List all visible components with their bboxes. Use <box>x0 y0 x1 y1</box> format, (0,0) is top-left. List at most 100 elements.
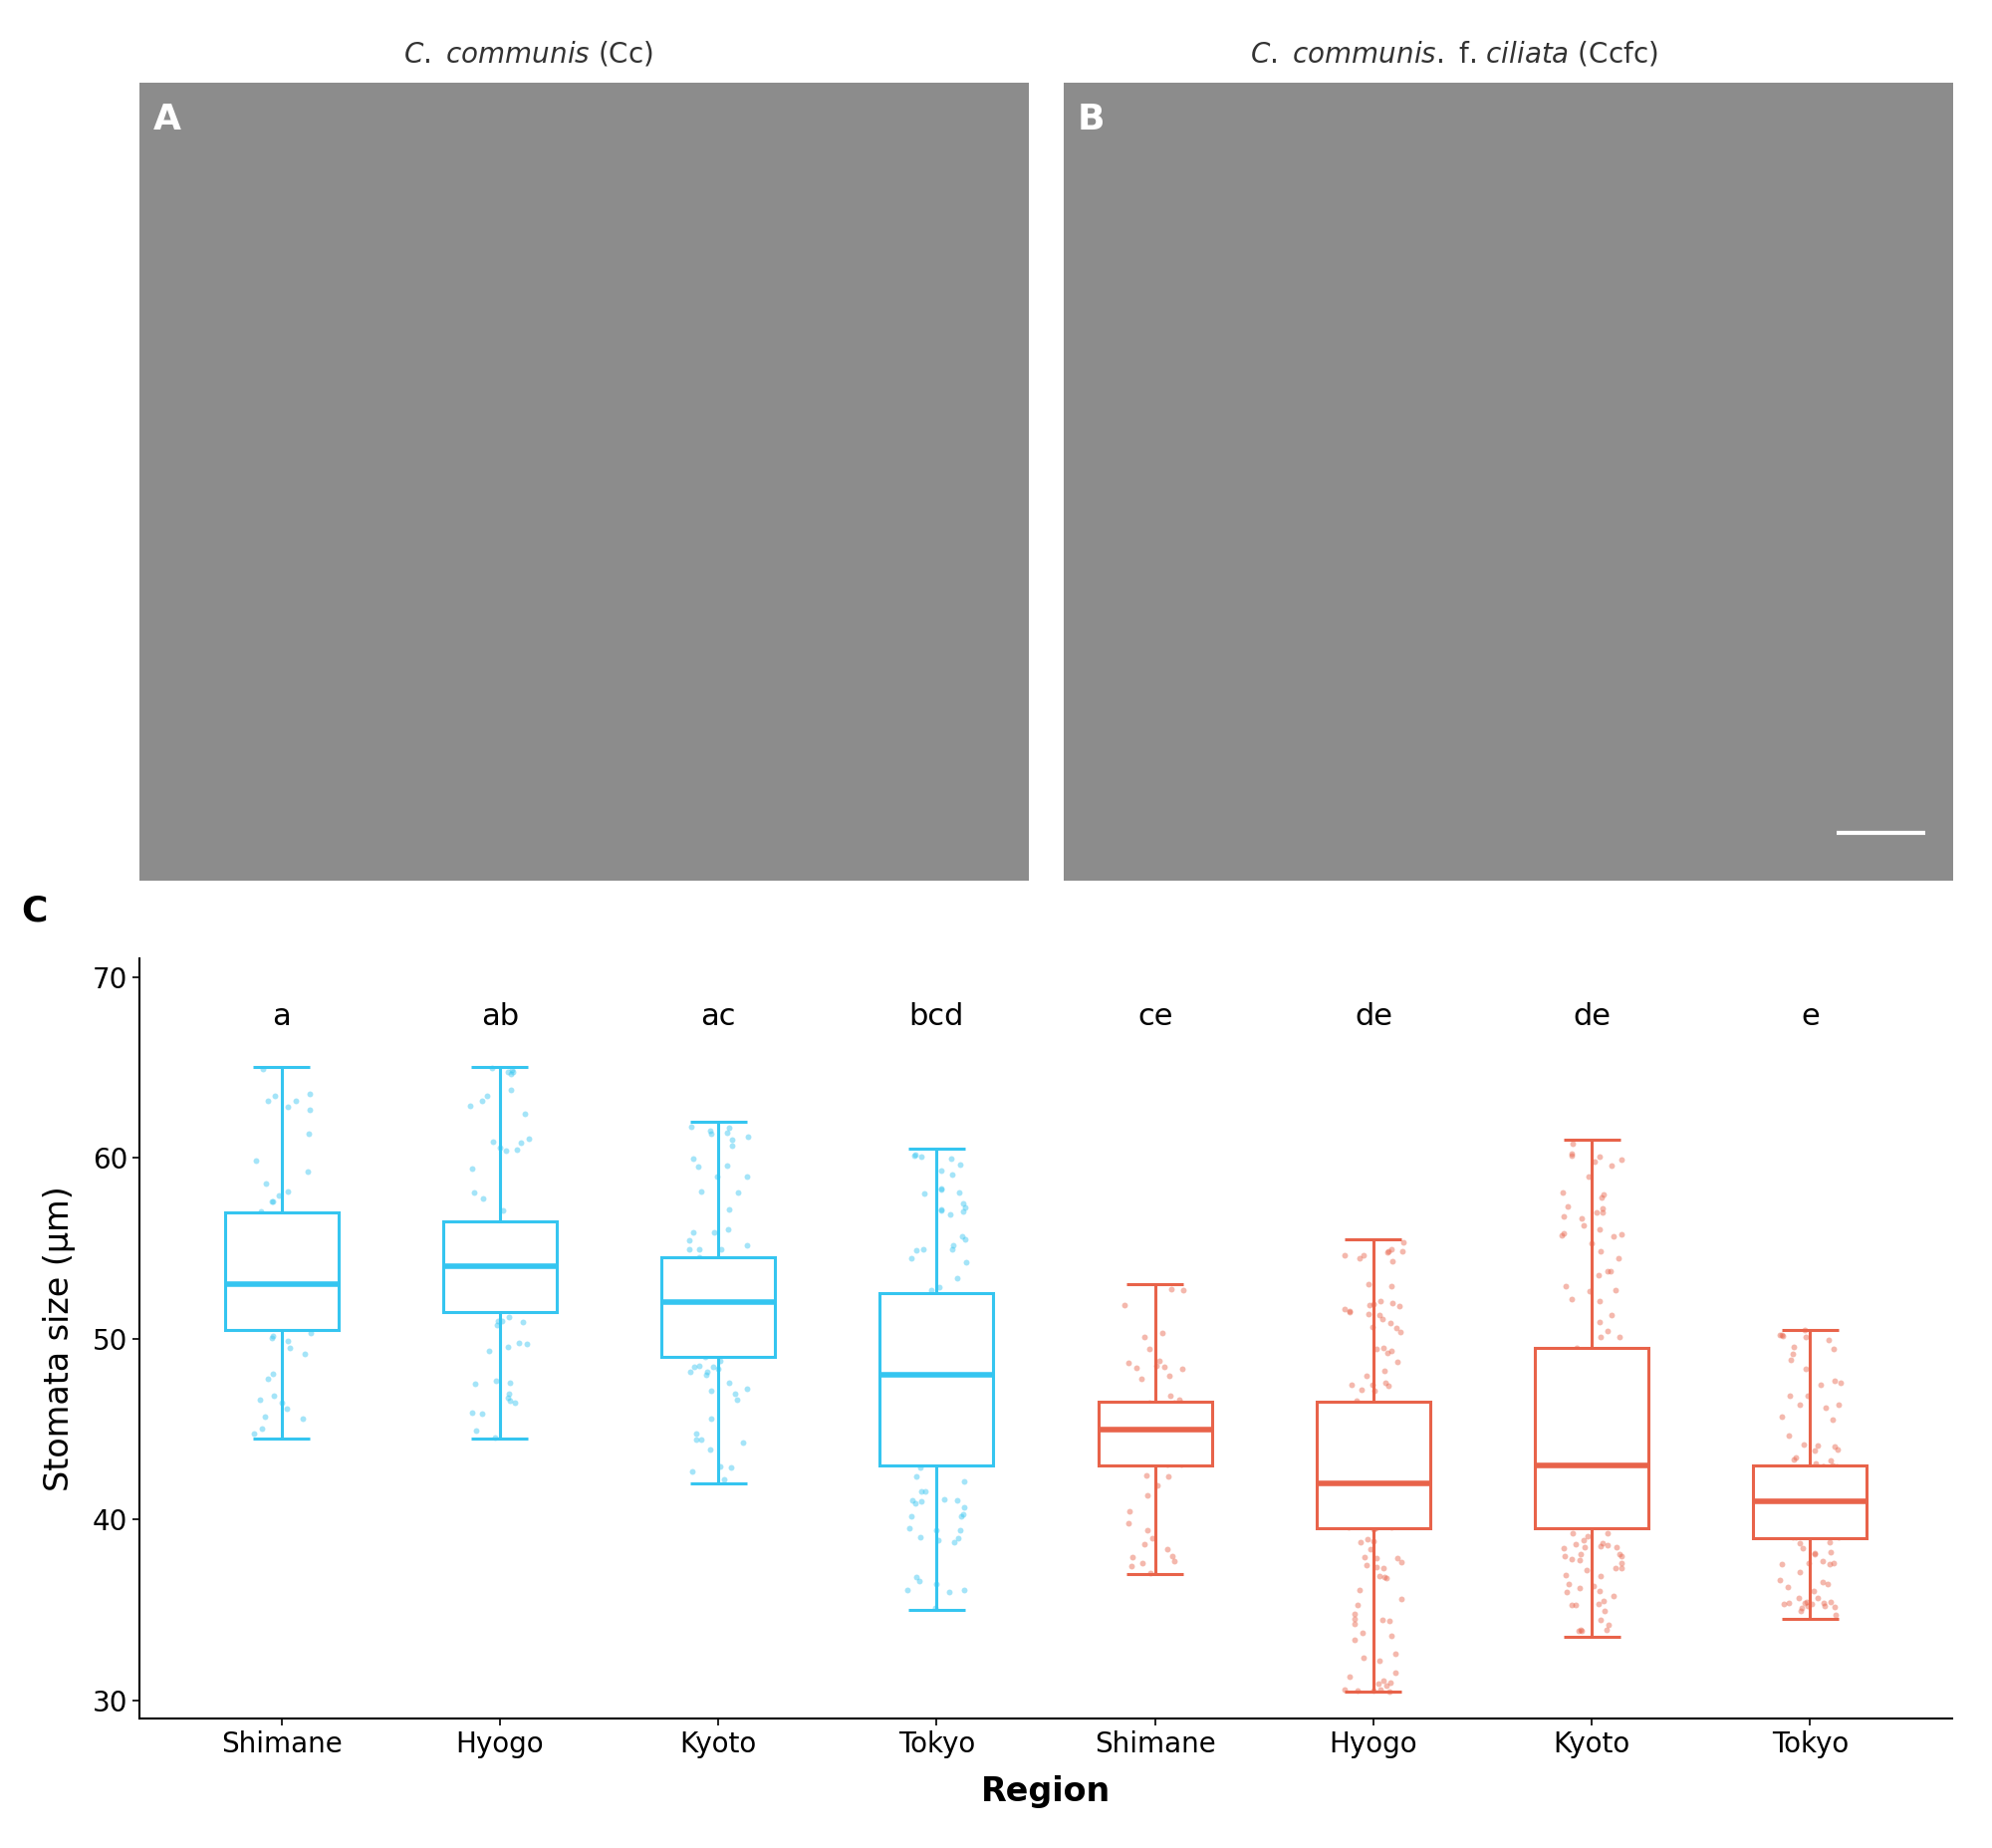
Point <box>679 1319 711 1349</box>
Point <box>1773 1380 1805 1410</box>
Point <box>1811 1477 1843 1506</box>
Point <box>683 1351 715 1380</box>
Point <box>1787 1532 1819 1562</box>
Point <box>1801 1515 1833 1545</box>
Point <box>261 1229 293 1258</box>
Point <box>1570 1469 1602 1499</box>
Point <box>1767 1321 1799 1351</box>
Point <box>1793 1484 1825 1514</box>
Point <box>1114 1497 1145 1526</box>
Point <box>926 1338 958 1368</box>
Point <box>1819 1334 1851 1364</box>
Point <box>1376 1514 1408 1543</box>
Point <box>1819 1432 1851 1462</box>
Point <box>922 1403 954 1432</box>
Point <box>1769 1517 1801 1547</box>
Point <box>679 1314 711 1343</box>
Point <box>683 1244 715 1273</box>
Point <box>235 1292 267 1321</box>
Point <box>1388 1440 1420 1469</box>
Point <box>948 1493 980 1523</box>
Point <box>251 1085 283 1114</box>
Point <box>703 1340 735 1369</box>
Point <box>727 1429 759 1458</box>
Point <box>1327 1453 1359 1482</box>
Point <box>1155 1380 1187 1410</box>
Point <box>243 1244 275 1273</box>
Point <box>257 1223 289 1253</box>
Point <box>944 1343 976 1373</box>
Point <box>494 1368 526 1397</box>
Point <box>1590 1395 1621 1425</box>
Point <box>1570 1447 1602 1477</box>
Point <box>462 1258 494 1288</box>
Point <box>1110 1414 1141 1443</box>
Point <box>1787 1462 1819 1491</box>
Point <box>1797 1484 1829 1514</box>
Point <box>1823 1436 1855 1465</box>
Point <box>920 1345 952 1375</box>
Point <box>1787 1477 1819 1506</box>
Point <box>464 1244 496 1273</box>
Point <box>1789 1587 1821 1617</box>
Point <box>926 1380 958 1410</box>
Point <box>1131 1460 1163 1489</box>
Point <box>1149 1353 1181 1382</box>
Point <box>1359 1477 1390 1506</box>
Point <box>1582 1589 1614 1619</box>
Point <box>946 1222 978 1251</box>
Point <box>1333 1465 1365 1495</box>
Point <box>1556 1419 1588 1449</box>
Point <box>508 1100 540 1129</box>
Point <box>1137 1523 1169 1552</box>
Point <box>699 1283 731 1312</box>
Text: A: A <box>153 103 181 137</box>
Point <box>1580 1198 1612 1227</box>
Point <box>458 1369 490 1399</box>
Point <box>1596 1366 1627 1395</box>
Point <box>942 1525 974 1554</box>
Point <box>504 1240 536 1270</box>
Point <box>1767 1464 1799 1493</box>
Point <box>1365 1449 1396 1478</box>
Point <box>906 1399 938 1429</box>
Point <box>904 1423 936 1453</box>
Point <box>1576 1489 1608 1519</box>
Point <box>1562 1617 1594 1647</box>
Point <box>1765 1565 1797 1595</box>
Point <box>466 1399 498 1429</box>
Point <box>894 1501 926 1530</box>
Point <box>1121 1408 1153 1438</box>
Point <box>1135 1423 1167 1453</box>
Point <box>679 1425 711 1454</box>
Point <box>1355 1441 1386 1471</box>
Point <box>924 1173 956 1203</box>
Point <box>484 1222 516 1251</box>
Point <box>926 1332 958 1362</box>
Point <box>279 1085 311 1114</box>
Point <box>715 1266 747 1295</box>
Point <box>251 1203 283 1233</box>
Point <box>1118 1541 1149 1571</box>
Point <box>1363 1491 1394 1521</box>
Point <box>1596 1404 1627 1434</box>
Point <box>1775 1521 1807 1550</box>
Point <box>1815 1526 1847 1556</box>
Point <box>1584 1562 1616 1591</box>
Bar <box>661 1257 775 1356</box>
Point <box>1343 1499 1374 1528</box>
Point <box>1560 1530 1592 1560</box>
Point <box>1163 1384 1195 1414</box>
Point <box>1769 1495 1801 1525</box>
Point <box>247 1284 279 1314</box>
Point <box>705 1234 737 1264</box>
Point <box>476 1127 508 1157</box>
Point <box>693 1318 725 1347</box>
Point <box>924 1388 956 1417</box>
Point <box>1819 1488 1851 1517</box>
Point <box>1353 1270 1384 1299</box>
Point <box>1817 1451 1849 1480</box>
Point <box>900 1488 932 1517</box>
Point <box>470 1220 502 1249</box>
Point <box>908 1340 940 1369</box>
